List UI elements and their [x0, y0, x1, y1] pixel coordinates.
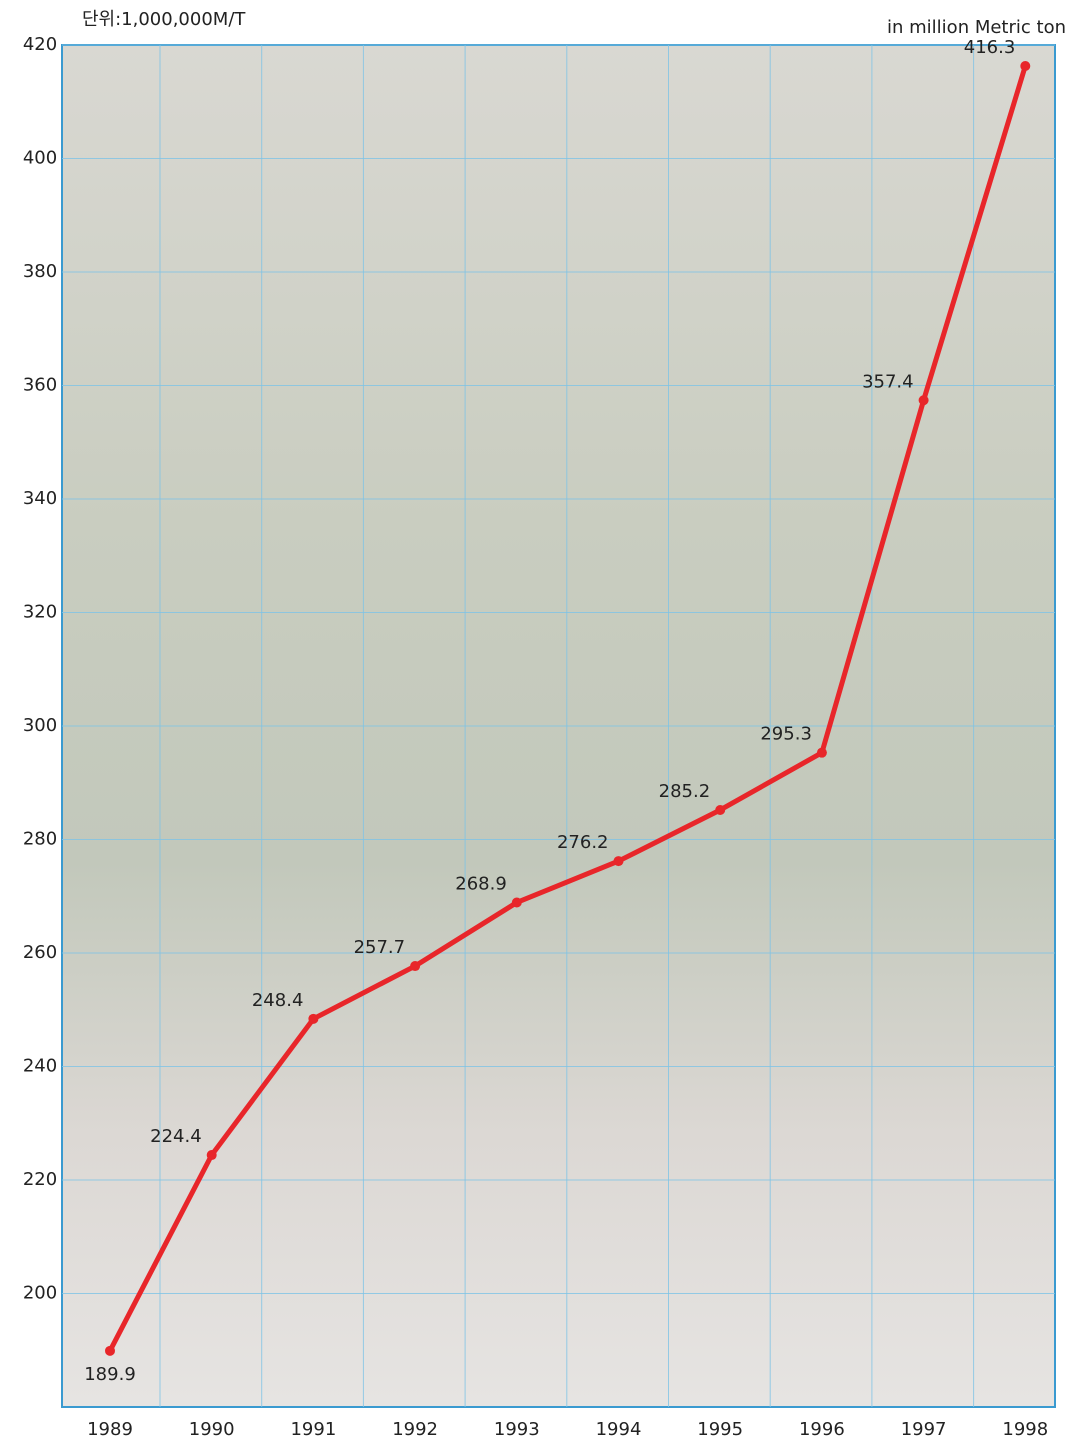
point [1020, 60, 1031, 71]
x-tick-label: 1996 [799, 1419, 845, 1440]
point [511, 897, 522, 908]
point [816, 747, 827, 758]
data-label: 257.7 [354, 937, 406, 958]
point [918, 395, 929, 406]
y-tick-label: 400 [23, 148, 57, 169]
point [105, 1345, 115, 1356]
point [715, 804, 726, 815]
data-label: 268.9 [455, 873, 507, 894]
x-tick-label: 1994 [596, 1419, 642, 1440]
unit-label: 단위:1,000,000M/T [82, 9, 246, 30]
data-label: 285.2 [659, 781, 711, 802]
y-tick-label: 300 [23, 715, 57, 736]
x-tick-label: 1992 [392, 1419, 438, 1440]
y-tick-label: 200 [23, 1283, 57, 1304]
y-tick-label: 380 [23, 261, 57, 282]
point [410, 961, 421, 972]
point [308, 1013, 319, 1024]
data-label: 295.3 [760, 724, 812, 745]
x-tick-label: 1991 [290, 1419, 336, 1440]
data-label: 357.4 [862, 371, 914, 392]
y-tick-label: 420 [23, 34, 57, 55]
plot-layer: 200 220 240 260 280 300 320 340 360 380 400 420 1989… [23, 34, 1055, 1440]
y-tick-label: 360 [23, 375, 57, 396]
y-tick-label: 340 [23, 488, 57, 509]
y-tick-label: 280 [23, 829, 57, 850]
y-tick-label: 260 [23, 942, 57, 963]
x-tick-label: 1990 [189, 1419, 235, 1440]
data-label: 276.2 [557, 832, 609, 853]
x-tick-label: 1998 [1002, 1419, 1048, 1440]
data-label: 416.3 [964, 37, 1016, 58]
x-tick-label: 1993 [494, 1419, 540, 1440]
unit-label-en: in million Metric ton [887, 17, 1066, 38]
x-tick-label: 1989 [87, 1419, 133, 1440]
y-tick-label: 320 [23, 602, 57, 623]
point [206, 1150, 217, 1161]
data-label: 248.4 [252, 990, 304, 1011]
point [613, 856, 624, 867]
y-tick-label: 240 [23, 1056, 57, 1077]
x-tick-label: 1997 [901, 1419, 947, 1440]
data-label: 189.9 [84, 1364, 136, 1385]
y-tick-label: 220 [23, 1169, 57, 1190]
x-tick-label: 1995 [697, 1419, 743, 1440]
line [107, 65, 1028, 1352]
data-label: 224.4 [150, 1126, 202, 1147]
